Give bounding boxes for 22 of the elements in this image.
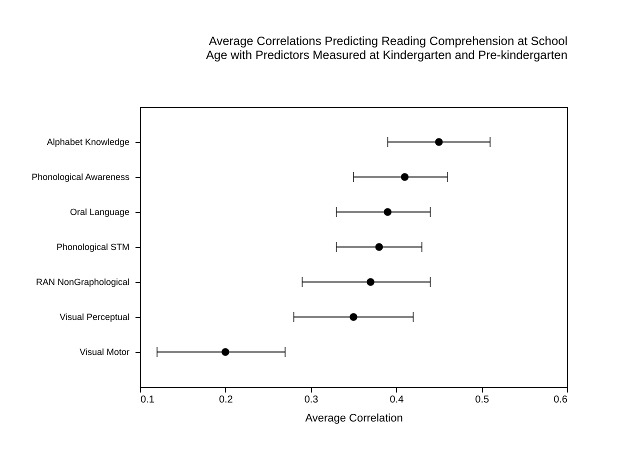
chart-title: Average Correlations Predicting Reading Comprehension at School Age with Predictors Measured at Kindergarten and Pre-kindergarten — [206, 34, 568, 62]
y-tick-label: Visual Perceptual — [60, 312, 130, 322]
point — [350, 313, 358, 321]
x-tick-label: 0.1 — [140, 394, 155, 406]
point — [366, 278, 374, 286]
x-tick-label: 0.4 — [390, 394, 404, 406]
x-tick-label: 0.2 — [218, 394, 234, 406]
x-axis-title: Average Correlation — [305, 412, 403, 424]
point — [384, 208, 392, 216]
y-tick-label: Phonological Awareness — [32, 172, 130, 182]
x-tick-label: 0.6 — [554, 394, 568, 406]
point — [222, 348, 230, 356]
y-tick-label: Oral Language — [70, 207, 130, 217]
point — [435, 138, 443, 146]
y-tick-label: Phonological STM — [56, 242, 130, 252]
point — [400, 173, 409, 181]
point — [375, 243, 383, 251]
y-tick-label: Visual Motor — [80, 347, 130, 357]
x-tick-label: 0.3 — [304, 394, 319, 406]
x-tick-label: 0.5 — [475, 394, 490, 406]
y-tick-label: Alphabet Knowledge — [46, 137, 130, 147]
y-tick-label: RAN NonGraphological — [36, 277, 130, 287]
